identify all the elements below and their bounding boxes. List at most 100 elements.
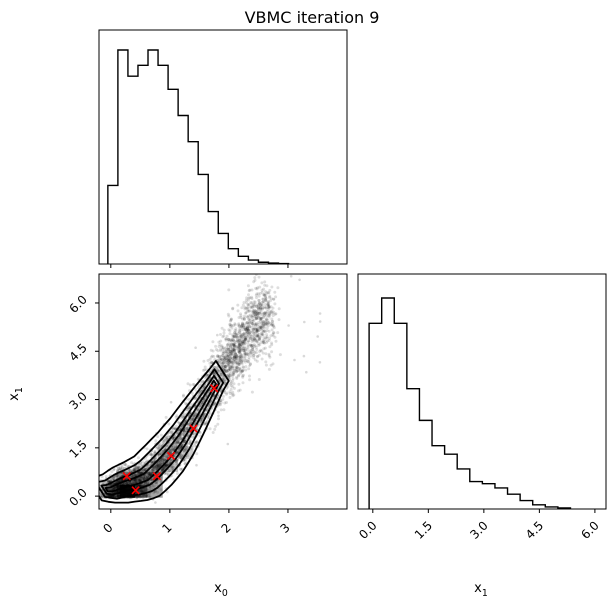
sample-point xyxy=(153,555,156,558)
sample-point xyxy=(245,325,249,329)
sample-point xyxy=(265,339,269,343)
sample-point xyxy=(234,355,238,359)
sample-point xyxy=(232,356,236,359)
sample-point xyxy=(150,479,154,483)
sample-point xyxy=(244,352,248,356)
sample-point xyxy=(232,344,236,348)
sample-point xyxy=(134,473,138,477)
sample-point xyxy=(175,451,178,455)
sample-point xyxy=(222,377,226,381)
sample-point xyxy=(233,355,236,359)
sample-point xyxy=(232,382,236,386)
sample-point xyxy=(244,337,248,341)
sample-point xyxy=(257,332,261,336)
sample-point xyxy=(158,462,162,466)
sample-point xyxy=(268,312,271,316)
sample-point xyxy=(232,358,236,362)
sample-point xyxy=(255,311,259,315)
sample-point xyxy=(225,334,229,338)
sample-point xyxy=(216,394,220,398)
sample-point xyxy=(270,328,274,332)
sample-point xyxy=(246,323,250,326)
sample-point xyxy=(261,321,265,324)
sample-point xyxy=(173,435,177,439)
sample-point xyxy=(237,339,241,343)
sample-point xyxy=(223,367,227,371)
sample-point xyxy=(237,382,241,386)
sample-point xyxy=(159,480,163,483)
sample-point xyxy=(160,468,164,472)
sample-point xyxy=(159,433,163,437)
sample-point xyxy=(230,381,234,385)
sample-point xyxy=(181,414,185,418)
sample-point xyxy=(233,344,236,348)
sample-point xyxy=(239,345,243,349)
sample-point xyxy=(231,338,235,342)
sample-point xyxy=(256,286,260,290)
sample-point xyxy=(155,464,159,468)
sample-point xyxy=(231,365,235,369)
sample-point xyxy=(271,319,275,323)
sample-point xyxy=(177,441,181,445)
sample-point xyxy=(225,361,229,364)
sample-point xyxy=(243,352,247,356)
sample-point xyxy=(236,369,240,373)
sample-point xyxy=(270,317,274,321)
sample-point xyxy=(268,296,271,299)
sample-point xyxy=(156,463,159,467)
sample-point xyxy=(261,341,265,345)
sample-point xyxy=(242,339,246,342)
sample-point xyxy=(242,366,245,370)
sample-point xyxy=(126,481,130,485)
sample-point xyxy=(142,476,146,480)
sample-point xyxy=(246,331,250,335)
sample-point xyxy=(225,359,229,363)
sample-point xyxy=(257,378,261,381)
sample-point xyxy=(176,431,179,435)
sample-point xyxy=(130,479,134,483)
sample-point xyxy=(302,354,306,358)
sample-point xyxy=(237,323,241,327)
sample-point xyxy=(259,325,263,329)
sample-point xyxy=(265,333,269,337)
sample-point xyxy=(242,328,245,332)
sample-point xyxy=(182,393,185,397)
sample-point xyxy=(228,382,232,386)
sample-point xyxy=(155,481,159,485)
sample-point xyxy=(169,400,173,404)
sample-point xyxy=(183,447,187,451)
sample-point xyxy=(259,304,262,308)
sample-point xyxy=(222,379,226,383)
sample-point xyxy=(174,443,178,447)
sample-point xyxy=(256,322,260,326)
sample-point xyxy=(258,326,262,329)
sample-point xyxy=(267,305,271,308)
sample-point xyxy=(151,467,155,471)
sample-point xyxy=(186,425,190,429)
sample-point xyxy=(227,351,231,355)
sample-point xyxy=(261,270,264,273)
sample-point xyxy=(234,332,238,336)
sample-point xyxy=(298,278,301,282)
sample-point xyxy=(234,340,238,344)
sample-point xyxy=(240,323,244,327)
sample-point xyxy=(139,475,143,479)
sample-point xyxy=(231,385,235,389)
sample-point xyxy=(233,329,237,332)
sample-point xyxy=(229,353,233,357)
sample-point xyxy=(264,321,268,325)
sample-point xyxy=(222,358,226,362)
sample-point xyxy=(240,336,244,340)
sample-point xyxy=(151,467,155,471)
sample-point xyxy=(142,477,146,481)
sample-point xyxy=(249,301,253,304)
sample-point xyxy=(257,275,261,279)
sample-point xyxy=(262,347,266,351)
sample-point xyxy=(264,312,268,316)
sample-point xyxy=(195,427,199,431)
sample-point xyxy=(110,470,114,474)
sample-point xyxy=(220,344,224,348)
sample-point xyxy=(155,463,158,467)
sample-point xyxy=(177,441,181,445)
sample-point xyxy=(201,380,205,384)
